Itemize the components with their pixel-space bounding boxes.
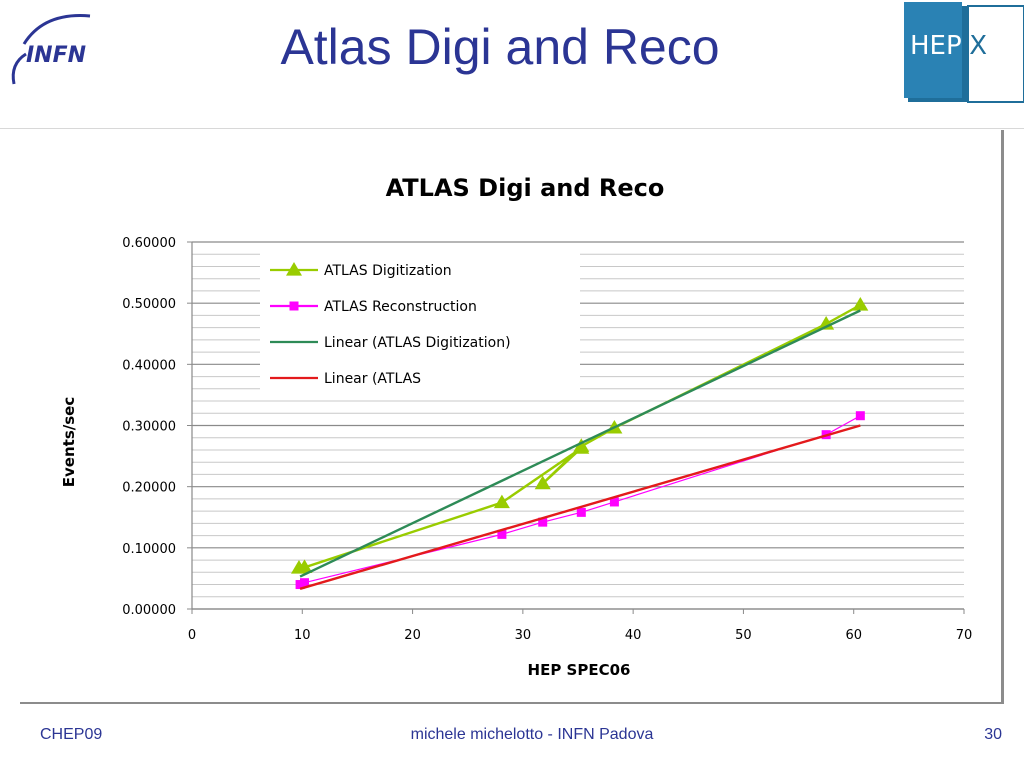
y-tick-label: 0.20000 [122,481,176,496]
x-tick-label: 20 [404,628,421,643]
footer-left: CHEP09 [40,726,103,743]
x-axis-label: HEP SPEC06 [528,661,631,679]
y-tick-label: 0.60000 [122,236,176,251]
y-tick-labels: 0.00000 0.10000 0.20000 0.30000 0.40000 0.500… [122,236,176,618]
legend-swatch-marker [286,262,302,276]
legend-label: ATLAS Reconstruction [324,299,477,315]
x-tick-label: 70 [956,628,973,643]
legend-label: Linear (ATLAS [324,371,421,387]
digitization-point [852,297,869,311]
y-tick-label: 0.40000 [122,358,176,373]
top-rule [0,128,1024,129]
x-tick-label: 10 [294,628,311,643]
legend-box [260,250,580,390]
chart-frame [20,130,1004,704]
frame-right-rule [1001,130,1004,704]
x-tick-label: 60 [845,628,862,643]
digitization-point [493,494,510,509]
digitization-point [573,438,590,452]
x-tick-label: 40 [625,628,642,643]
infn-logo: INFN [4,4,114,94]
digitization-point [534,475,551,490]
hepix-logo-text-b: iX [962,31,987,61]
y-axis-label: Events/sec [60,397,78,487]
legend-swatch-marker [289,301,299,311]
hepix-logo-text-a: HEP [910,31,962,61]
chart-title: ATLAS Digi and Reco [386,174,665,202]
infn-logo-text: INFN [26,43,86,68]
digitization-point [296,559,313,574]
reconstruction-point [609,497,619,507]
hepix-logo: HEP iX [900,0,1024,104]
reconstruction-point [299,578,309,588]
chart-legend: ATLAS Digitization ATLAS Reconstruction Li… [260,250,580,390]
chart-axes [187,241,965,614]
x-tick-label: 30 [515,628,532,643]
slide-title: Atlas Digi and Reco [280,19,720,75]
trendline [299,424,861,590]
footer-page-number: 30 [984,726,1002,743]
chart-series [290,297,869,590]
y-tick-label: 0.10000 [122,542,176,557]
x-tick-label: 0 [188,628,196,643]
y-tick-label: 0.00000 [122,603,176,618]
reconstruction-point [538,517,548,527]
frame-bottom-rule [20,702,1004,704]
legend-label: ATLAS Digitization [324,263,452,279]
footer-center: michele michelotto - INFN Padova [410,726,654,743]
reconstruction-point [497,529,507,539]
x-tick-labels: 0 10 20 30 40 50 60 70 [188,628,972,643]
trendline [299,309,861,578]
reconstruction-point [576,507,586,517]
y-tick-label: 0.30000 [122,420,176,435]
reconstruction-point [855,411,865,421]
legend-label: Linear (ATLAS Digitization) [324,335,511,351]
y-tick-label: 0.50000 [122,297,176,312]
x-tick-label: 50 [735,628,752,643]
